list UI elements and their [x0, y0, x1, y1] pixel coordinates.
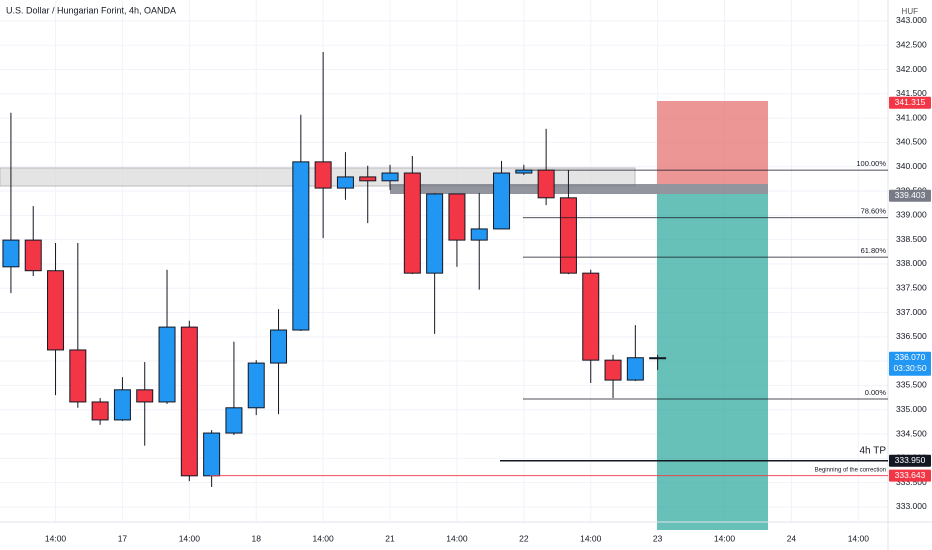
candle-body [247, 362, 265, 409]
candle-body [91, 401, 109, 421]
candle-body [426, 193, 444, 274]
x-tick-label: 14:00 [714, 533, 736, 543]
x-tick-label: 24 [787, 533, 797, 543]
y-tick-label: 340.000 [896, 161, 927, 171]
price-label-box [889, 351, 931, 376]
y-tick-label: 341.000 [896, 112, 927, 122]
candle-body [24, 239, 42, 272]
chart-title: U.S. Dollar / Hungarian Forint, 4h, OAND… [6, 5, 176, 15]
candle-body [403, 172, 421, 274]
y-tick-label: 334.500 [896, 428, 927, 438]
candle-body [448, 193, 466, 241]
currency: HUF [902, 7, 919, 16]
annotation-text: 4h TP [860, 445, 887, 456]
plot [2, 52, 667, 488]
candle-body [604, 359, 622, 381]
candle-body [336, 176, 354, 189]
y-tick-label: 333.000 [896, 501, 927, 511]
price-label: 339.403 [895, 190, 926, 200]
candle-body [158, 326, 176, 403]
candle-body [180, 326, 198, 477]
y-tick-label: 339.000 [896, 210, 927, 220]
fib-label: 61.80% [861, 246, 887, 255]
x-tick-label: 14:00 [580, 533, 602, 543]
y-tick-label: 335.500 [896, 380, 927, 390]
x-tick-label: 17 [118, 533, 128, 543]
x-tick-label: 18 [251, 533, 261, 543]
price-label: 341.315 [895, 97, 926, 107]
y-tick-label: 341.500 [896, 88, 927, 98]
y-tick-label: 333.500 [896, 477, 927, 487]
price-label: 336.070 [895, 352, 926, 362]
x-tick-label: 14:00 [446, 533, 468, 543]
candle-body [69, 349, 87, 403]
candle-body [314, 161, 332, 189]
x-tick-label: 14:00 [312, 533, 334, 543]
candle-body [559, 197, 577, 274]
x-tick-label: 21 [385, 533, 395, 543]
candle-body [582, 272, 600, 361]
price-label: 333.643 [895, 470, 926, 480]
x-tick-label: 14:00 [848, 533, 870, 543]
candle-body [626, 357, 644, 381]
countdown: 03:30:50 [893, 363, 926, 373]
y-tick-label: 337.000 [896, 307, 927, 317]
annotation-text: Beginning of the correction [815, 467, 886, 473]
candle-body [515, 169, 533, 174]
fib-label: 100.00% [856, 159, 886, 168]
candle-body [493, 172, 511, 230]
entry-band [390, 184, 768, 194]
candle-body [537, 169, 555, 199]
y-tick-label: 342.000 [896, 64, 927, 74]
x-tick-label: 22 [519, 533, 529, 543]
fib-label: 0.00% [865, 388, 887, 397]
y-tick-label: 340.500 [896, 137, 927, 147]
candle-body [203, 432, 221, 477]
candle-body [292, 161, 310, 331]
x-tick-label: 14:00 [179, 533, 201, 543]
y-tick-label: 335.000 [896, 404, 927, 414]
candle-body [113, 389, 131, 421]
y-tick-label: 338.500 [896, 234, 927, 244]
target-zone [657, 194, 768, 530]
x-tick-label: 14:00 [45, 533, 67, 543]
candle-body [470, 228, 488, 241]
stop-zone [657, 101, 768, 184]
y-tick-label: 342.500 [896, 39, 927, 49]
price-label-box [889, 454, 931, 467]
x-tick-label: 23 [653, 533, 663, 543]
y-tick-label: 337.500 [896, 282, 927, 292]
candle-body [47, 270, 65, 351]
price-label-box [889, 469, 931, 482]
y-tick-label: 343.000 [896, 15, 927, 25]
candle-body [649, 357, 667, 360]
price-label-box [889, 189, 931, 202]
candle-body [136, 389, 154, 403]
y-tick-label: 336.500 [896, 331, 927, 341]
candle-body [225, 407, 243, 434]
candle-body [2, 239, 20, 268]
candle-body [270, 329, 288, 364]
candle-body [359, 176, 377, 182]
price-label: 333.950 [895, 455, 926, 465]
y-tick-label: 338.000 [896, 258, 927, 268]
price-label-box [889, 96, 931, 109]
fib-label: 78.60% [861, 207, 887, 216]
candle-body [381, 172, 399, 182]
